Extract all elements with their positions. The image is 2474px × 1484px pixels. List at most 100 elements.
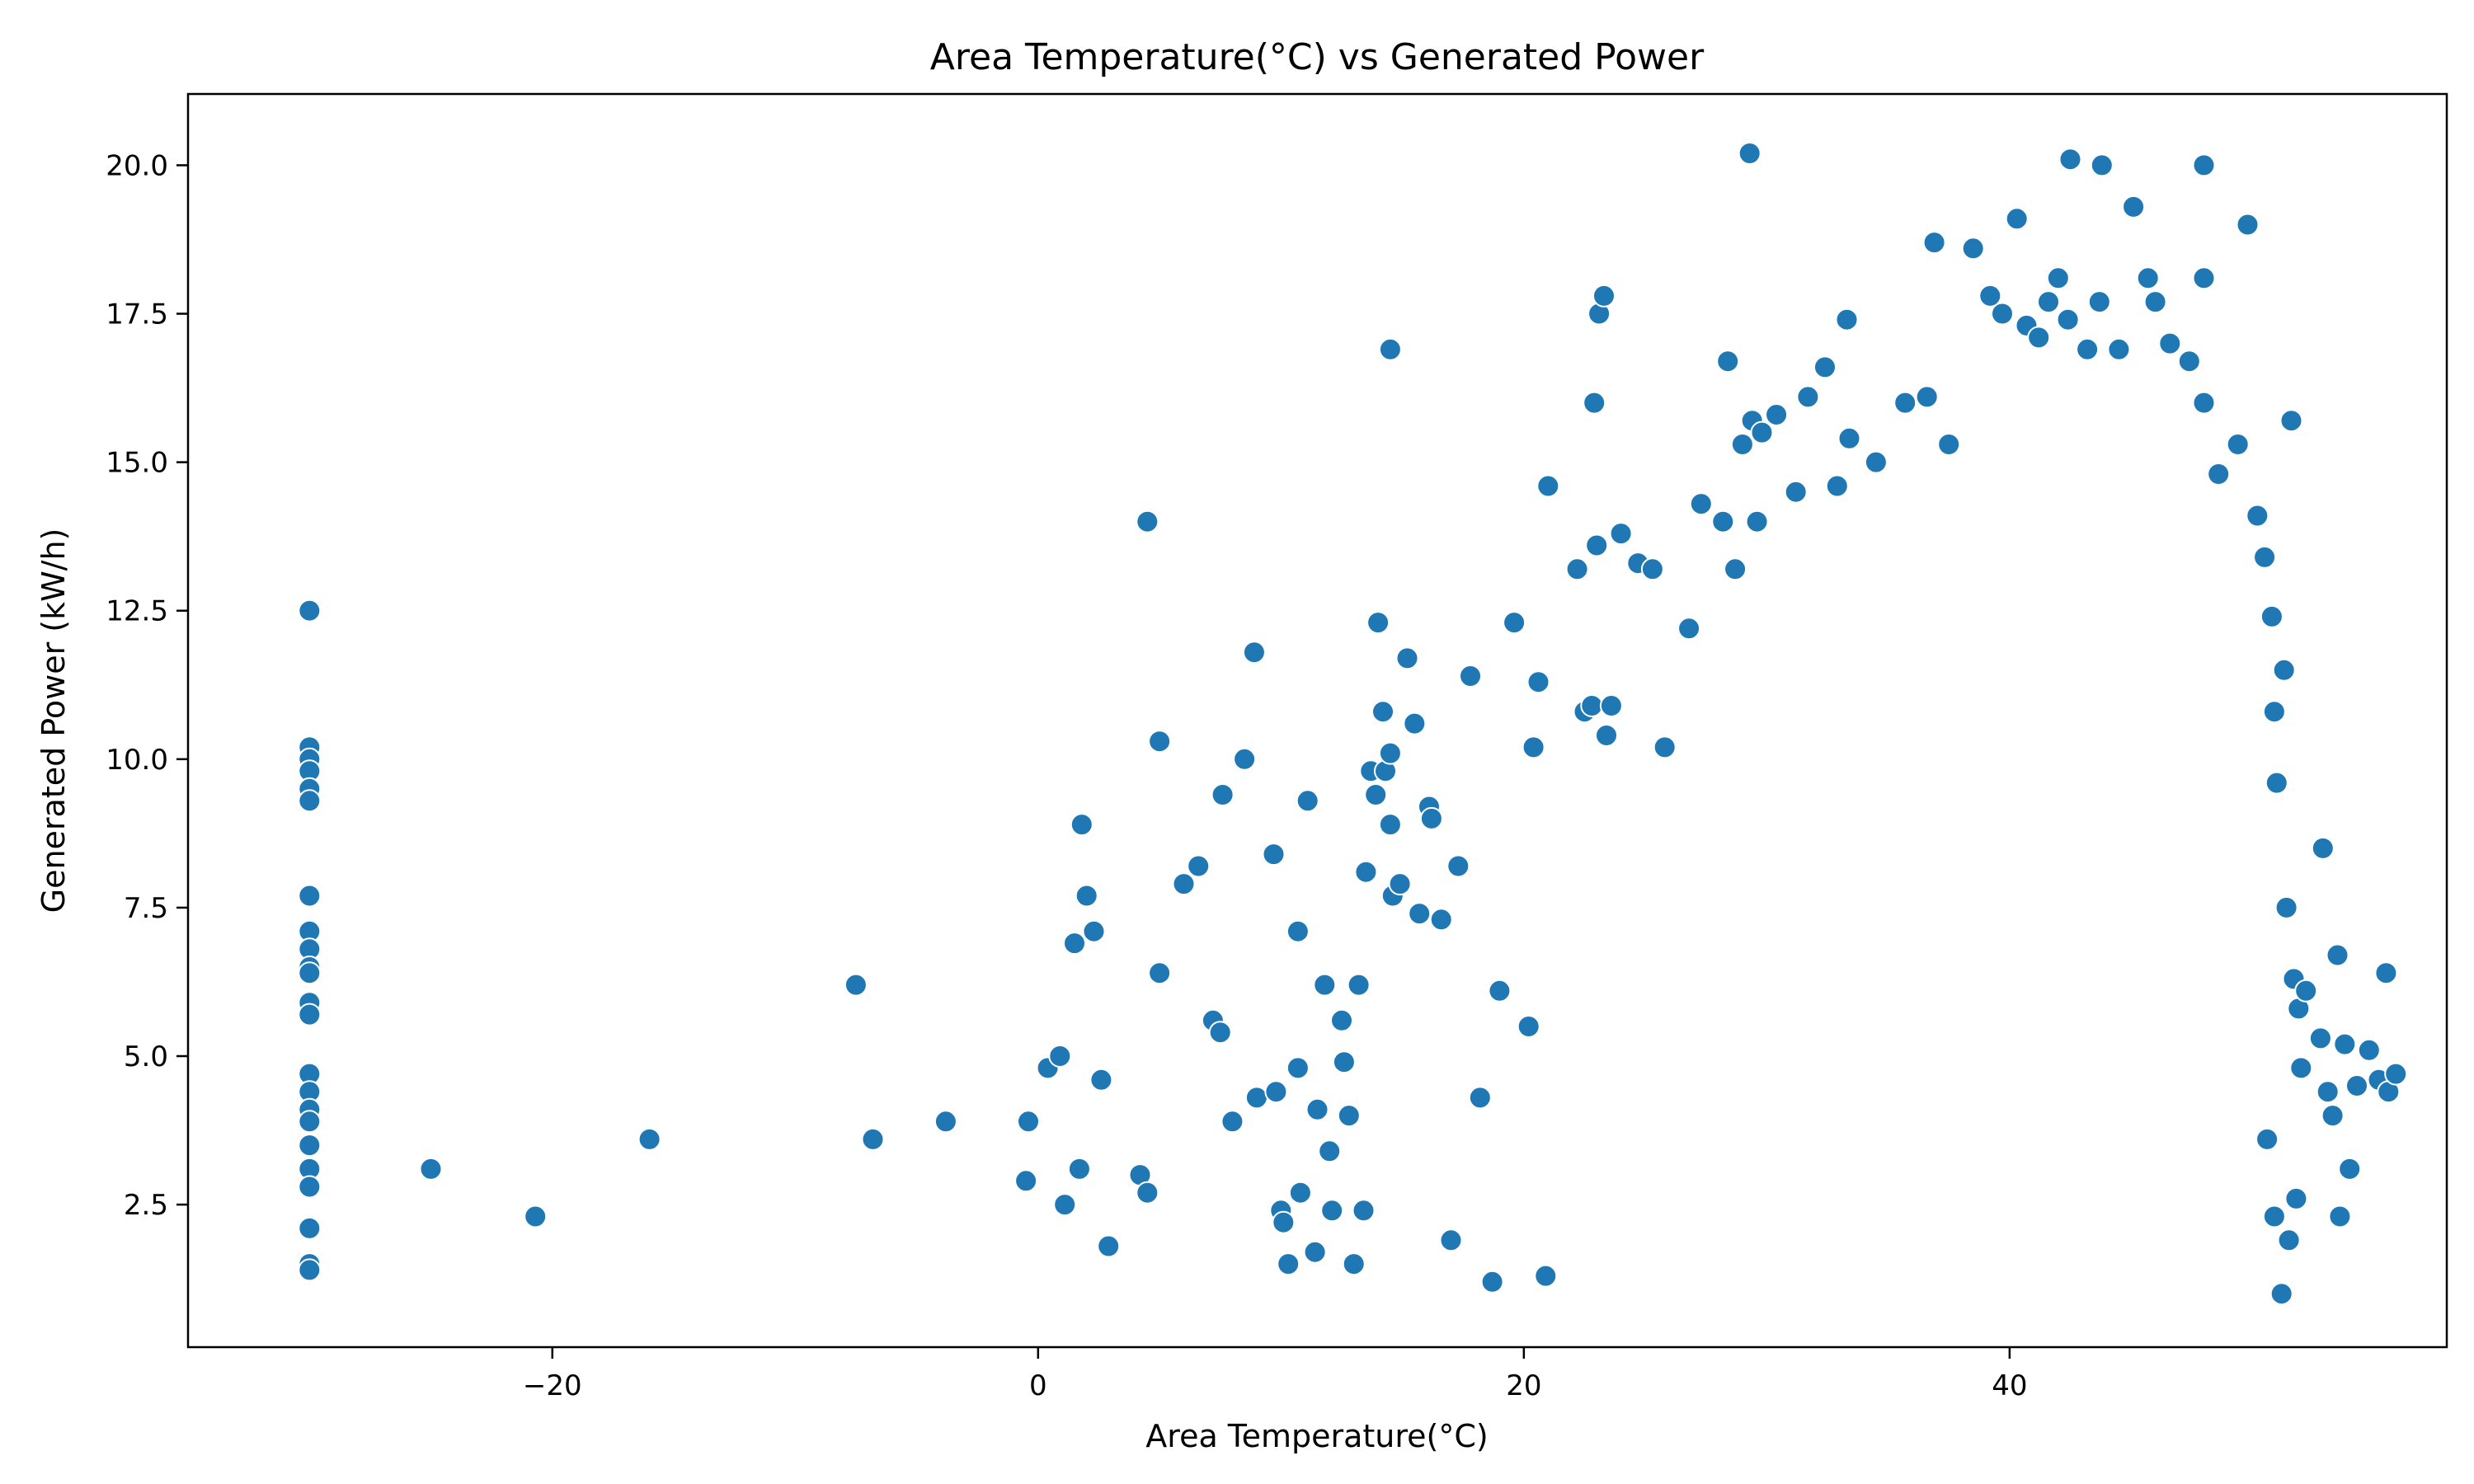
data-point xyxy=(637,1127,661,1151)
data-point xyxy=(2192,266,2216,290)
data-point xyxy=(861,1127,885,1151)
data-point xyxy=(298,599,322,622)
y-tick-label: 7.5 xyxy=(124,892,168,925)
plot-frame xyxy=(186,92,2448,1349)
y-axis-label: Generated Power (kW/h) xyxy=(35,528,72,913)
y-tick-label: 10.0 xyxy=(106,744,168,777)
data-point xyxy=(2046,266,2070,290)
y-tick-label: 15.0 xyxy=(106,447,168,480)
data-point xyxy=(1893,391,1917,415)
data-point xyxy=(2311,836,2335,860)
data-point xyxy=(1337,1104,1361,1128)
data-point xyxy=(2265,771,2288,795)
data-point xyxy=(1187,854,1211,878)
data-point xyxy=(2192,391,2216,415)
data-point xyxy=(1536,474,1560,498)
data-point xyxy=(1480,1270,1504,1294)
data-point xyxy=(2158,331,2182,355)
data-point xyxy=(1653,735,1677,759)
data-point xyxy=(1244,1086,1268,1110)
data-point xyxy=(2226,433,2250,456)
data-point xyxy=(1063,932,1086,956)
data-point xyxy=(1264,1080,1288,1104)
x-axis-ticks: −20 0 20 40 xyxy=(523,1347,2028,1402)
data-point xyxy=(2357,1038,2381,1062)
data-point xyxy=(1211,783,1235,806)
data-point xyxy=(2207,463,2231,486)
data-point xyxy=(2253,545,2277,569)
data-point xyxy=(2255,1127,2279,1151)
data-point xyxy=(1837,426,1861,450)
data-point xyxy=(2279,409,2303,433)
data-point xyxy=(1724,557,1747,581)
data-point xyxy=(1459,665,1482,688)
data-point xyxy=(2122,195,2146,218)
data-point xyxy=(1172,872,1196,896)
data-point xyxy=(298,1134,322,1158)
data-point xyxy=(1014,1169,1038,1193)
data-point xyxy=(1342,1252,1366,1276)
data-point xyxy=(298,1003,322,1026)
data-point xyxy=(2345,1074,2368,1097)
data-point xyxy=(1288,1181,1312,1205)
data-point xyxy=(1330,1008,1353,1032)
data-point xyxy=(1595,724,1618,747)
data-point xyxy=(2107,337,2131,361)
data-point xyxy=(1354,860,1378,884)
y-tick-label: 12.5 xyxy=(106,595,168,628)
data-point xyxy=(2005,207,2029,231)
data-point xyxy=(1313,973,1337,997)
data-point xyxy=(2090,153,2114,177)
data-point xyxy=(1522,735,1545,759)
chart-title: Area Temperature(°C) vs Generated Power xyxy=(930,36,1705,78)
data-point xyxy=(2326,943,2349,967)
data-point xyxy=(1378,337,1402,361)
data-point xyxy=(1364,783,1388,806)
data-point xyxy=(2058,148,2082,171)
data-point xyxy=(1378,741,1402,765)
data-point xyxy=(1419,806,1443,830)
data-point xyxy=(2374,961,2398,985)
data-point xyxy=(1408,902,1432,926)
data-point xyxy=(1825,474,1849,498)
data-point xyxy=(2246,504,2269,528)
data-point xyxy=(1429,908,1453,932)
data-point xyxy=(1439,1228,1463,1252)
data-point xyxy=(2236,213,2260,237)
data-point xyxy=(419,1157,443,1181)
data-point xyxy=(1711,510,1735,533)
data-point xyxy=(298,1110,322,1134)
data-point xyxy=(298,789,322,813)
data-point xyxy=(1961,237,1985,261)
data-point xyxy=(2076,337,2100,361)
data-point xyxy=(1070,813,1094,837)
data-point xyxy=(1221,1110,1244,1134)
data-point xyxy=(1534,1264,1558,1288)
data-point xyxy=(1745,510,1769,533)
data-point xyxy=(1320,1199,1344,1223)
data-point xyxy=(2143,290,2167,314)
data-point xyxy=(2328,1205,2352,1228)
data-point xyxy=(1517,1015,1540,1038)
data-point xyxy=(1565,557,1589,581)
data-point xyxy=(1592,284,1616,308)
data-point xyxy=(1937,433,1961,456)
data-point xyxy=(2384,1062,2408,1086)
data-point xyxy=(2260,604,2284,628)
data-point xyxy=(1148,730,1172,754)
data-point xyxy=(2333,1032,2357,1056)
data-point xyxy=(298,1175,322,1199)
y-tick-label: 17.5 xyxy=(106,298,168,331)
data-point xyxy=(2087,290,2111,314)
data-point xyxy=(1403,711,1427,735)
data-point xyxy=(2284,1186,2308,1210)
data-point xyxy=(2136,266,2160,290)
data-point xyxy=(1583,391,1606,415)
data-point xyxy=(1352,1199,1376,1223)
data-point xyxy=(2272,658,2296,682)
data-point xyxy=(1446,854,1470,878)
data-point xyxy=(1796,385,1820,409)
data-point xyxy=(1716,350,1740,373)
